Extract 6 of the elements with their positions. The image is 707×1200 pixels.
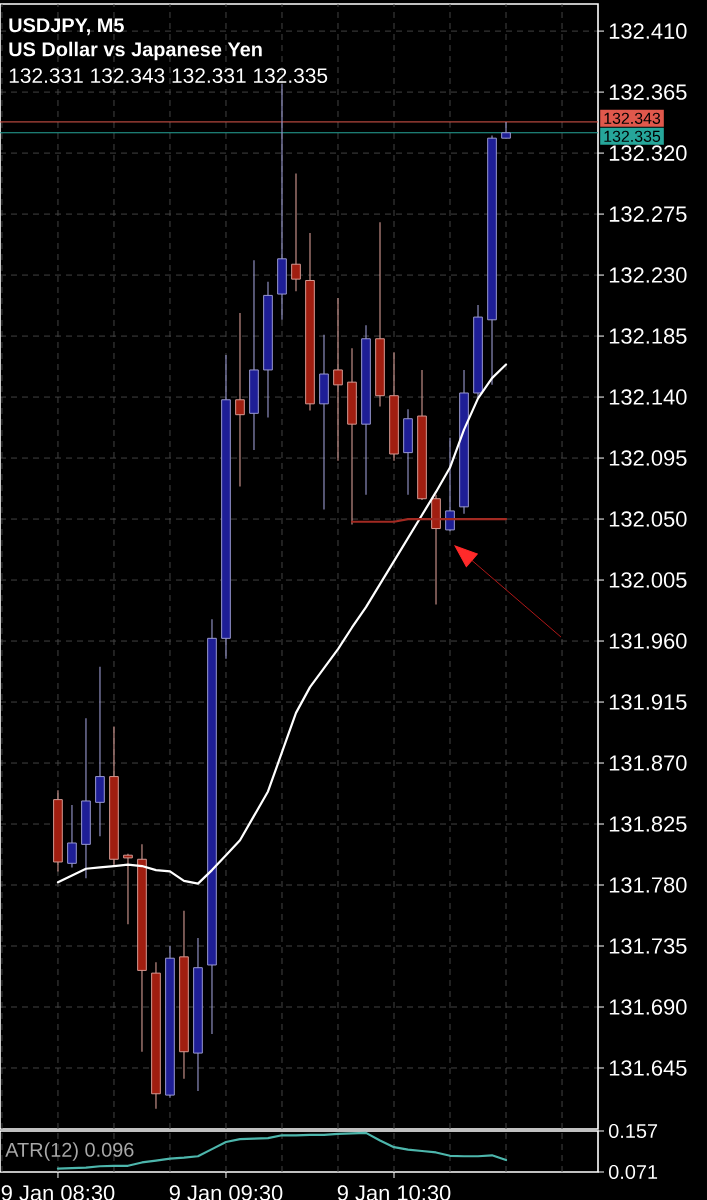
y-tick-label: 0.071 [608, 1164, 658, 1180]
text: ATR(12) 0.096 [5, 1142, 134, 1161]
x-tick-label: 9 Jan 10:30 [337, 1185, 451, 1200]
x-tick-label: 9 Jan 09:30 [169, 1185, 283, 1200]
y-tick-label: 0.157 [608, 1123, 658, 1139]
x-tick-label: 9 Jan 08:30 [1, 1185, 115, 1200]
